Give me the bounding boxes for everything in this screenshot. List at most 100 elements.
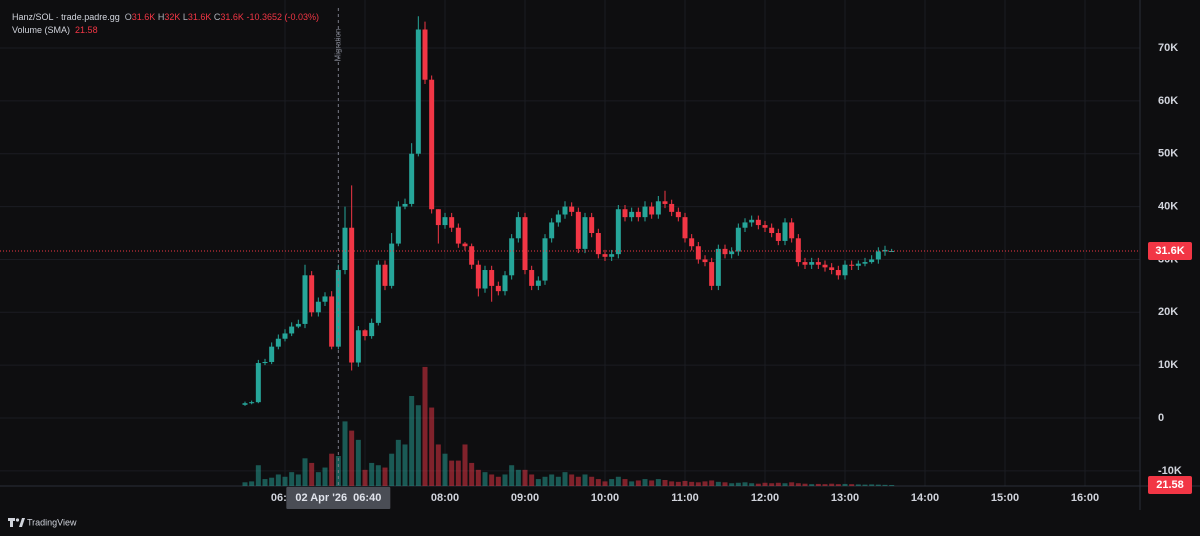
- volume-bar: [562, 472, 568, 486]
- volume-bar: [409, 396, 415, 486]
- candle-body: [709, 262, 715, 286]
- candle-body: [422, 29, 428, 80]
- y-tick-label: 40K: [1158, 200, 1178, 212]
- candle-body: [415, 29, 421, 154]
- y-tick-label: 10K: [1158, 359, 1178, 371]
- volume-bar: [535, 479, 541, 486]
- x-tick-label: 12:00: [751, 492, 779, 504]
- volume-bar: [402, 444, 408, 486]
- volume-bar: [429, 407, 435, 486]
- candle-body: [349, 227, 355, 363]
- candle-body: [615, 209, 621, 255]
- volume-bar: [382, 467, 388, 486]
- candle-body: [782, 222, 788, 241]
- candle-body: [642, 206, 648, 218]
- candle-body: [309, 275, 315, 313]
- change: -10.3652 (-0.03%): [246, 12, 319, 22]
- volume-bar: [495, 476, 501, 486]
- candle-body: [475, 264, 481, 289]
- candle-body: [289, 326, 295, 334]
- volume-bar: [322, 467, 328, 486]
- volume-bar: [769, 483, 775, 486]
- crosshair-label: 02 Apr '26 06:40: [295, 492, 381, 504]
- volume-bar: [395, 439, 401, 486]
- candle-body: [682, 217, 688, 239]
- volume-bar: [329, 453, 335, 486]
- volume-bar: [762, 482, 768, 486]
- volume-bar: [549, 474, 555, 486]
- candle-body: [522, 217, 528, 271]
- volume-bar: [815, 483, 821, 486]
- candle-body: [722, 248, 728, 255]
- legend-value: 31.6K: [220, 12, 244, 22]
- annotation-label: Migration: [333, 29, 342, 62]
- y-tick-label: 50K: [1158, 148, 1178, 160]
- volume-bar: [615, 476, 621, 486]
- volume-bar: [882, 484, 888, 486]
- volume-bar: [602, 481, 608, 486]
- volume-bar: [649, 480, 655, 486]
- y-tick-label: -10K: [1158, 465, 1182, 477]
- volume-box: [1148, 476, 1192, 495]
- candle-body: [529, 270, 535, 286]
- volume-bar: [275, 474, 281, 486]
- tradingview-logo: [8, 518, 25, 527]
- volume-bar: [622, 479, 628, 486]
- volume-bar: [529, 474, 535, 486]
- candle-body: [849, 264, 855, 266]
- candle-body: [815, 262, 821, 265]
- y-tick-label: 0: [1158, 412, 1164, 424]
- volume-bar: [849, 484, 855, 486]
- volume-bar: [742, 482, 748, 486]
- volume-bar: [629, 481, 635, 486]
- x-tick-label: 13:00: [831, 492, 859, 504]
- volume-bar: [735, 482, 741, 486]
- volume-bar: [635, 480, 641, 486]
- volume-bar: [282, 476, 288, 486]
- candle-body: [655, 201, 661, 215]
- volume-bar: [795, 483, 801, 486]
- candle-body: [435, 209, 441, 226]
- candle-body: [269, 346, 275, 362]
- volume-bar: [515, 469, 521, 486]
- volume-bar: [415, 405, 421, 486]
- candle-body: [482, 270, 488, 289]
- candle-body: [455, 227, 461, 244]
- volume-value: 21.58: [75, 25, 98, 35]
- candle-body: [829, 267, 835, 271]
- candle-body: [762, 225, 768, 228]
- candle-body: [662, 201, 668, 204]
- legend-value: 31.6K: [131, 12, 156, 22]
- volume-bar: [242, 482, 248, 486]
- candle-body: [729, 251, 735, 255]
- candle-body: [595, 233, 601, 255]
- volume-bar: [589, 476, 595, 486]
- candle-body: [535, 280, 541, 286]
- legend-value: 32K: [164, 12, 181, 22]
- candle-body: [382, 264, 388, 286]
- candle-body: [469, 246, 475, 265]
- volume-bar: [789, 482, 795, 486]
- volume-bar: [422, 366, 428, 486]
- candle-body: [795, 238, 801, 263]
- volume-bar: [369, 462, 375, 486]
- legend-value: 31.6K: [187, 12, 212, 22]
- volume-bar: [642, 479, 648, 486]
- volume-bar: [315, 472, 321, 486]
- volume-bar: [715, 481, 721, 486]
- volume-bar: [555, 476, 561, 486]
- candle-body: [442, 217, 448, 226]
- volume-bar: [595, 479, 601, 486]
- symbol-legend: Hanz/SOL · trade.padre.gg O31.6K H32K L3…: [12, 12, 319, 22]
- volume-bar: [829, 483, 835, 486]
- volume-bar: [709, 480, 715, 486]
- volume-bar: [802, 483, 808, 486]
- volume-bar: [449, 460, 455, 486]
- volume-bar: [542, 476, 548, 486]
- volume-bar: [862, 484, 868, 486]
- candle-body: [789, 222, 795, 239]
- volume-bar: [469, 462, 475, 486]
- ohlc-legend: O31.6K H32K L31.6K C31.6K: [125, 12, 247, 22]
